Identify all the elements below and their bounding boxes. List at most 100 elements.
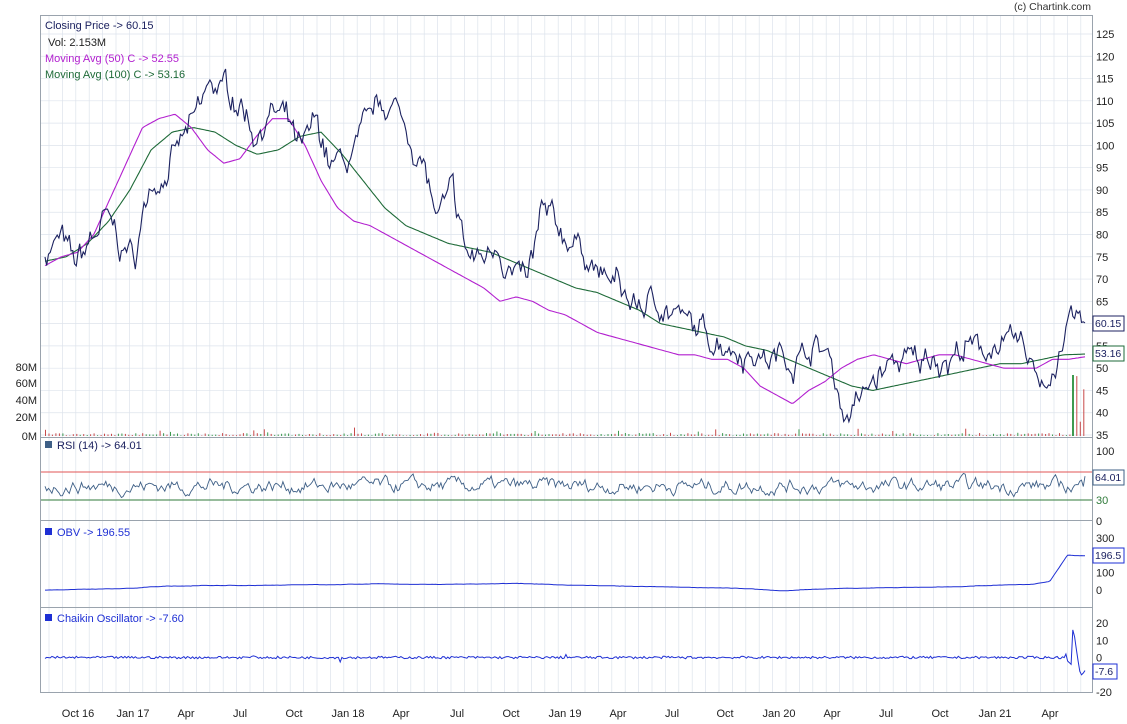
volume-bar [534, 431, 536, 436]
volume-bar [826, 434, 828, 436]
y-tick-label: 70 [1096, 274, 1108, 286]
x-tick-label: Jul [233, 708, 247, 720]
volume-bar [843, 434, 845, 436]
volume-bar [687, 433, 689, 436]
chaikin-line [44, 629, 1086, 676]
volume-bar [45, 429, 46, 436]
credit-text: (c) Chartink.com [1014, 1, 1091, 13]
volume-bar [72, 434, 74, 436]
volume-bar [211, 434, 213, 436]
volume-tick-label: 40M [16, 395, 37, 407]
volume-bar [340, 435, 342, 436]
volume-bar [722, 433, 724, 436]
volume-bar [128, 434, 130, 436]
volume-bar [562, 433, 564, 436]
volume-bar [524, 434, 526, 436]
volume-bar [242, 433, 244, 436]
volume-bar [492, 433, 494, 436]
volume-bar [736, 434, 737, 436]
volume-bar [1079, 421, 1081, 436]
volume-bar [940, 435, 942, 436]
volume-bar [329, 435, 331, 436]
chaikin-tick-label: -20 [1096, 687, 1112, 699]
rsi-panel [40, 437, 1093, 521]
volume-bar [749, 433, 751, 436]
volume-bar [708, 434, 710, 436]
volume-bar [1045, 434, 1047, 436]
volume-bar [406, 435, 408, 436]
volume-bar [558, 434, 560, 436]
y-tick-label: 95 [1096, 163, 1108, 175]
volume-bar [385, 434, 387, 436]
volume-bar [232, 434, 234, 436]
volume-bar [670, 432, 671, 436]
volume-bar [999, 434, 1001, 436]
volume-bar [427, 433, 428, 436]
volume-tick-label: 60M [16, 378, 37, 390]
y-tick-label: 65 [1096, 296, 1108, 308]
volume-bar [763, 434, 765, 436]
volume-bar [614, 433, 616, 436]
obv-panel [40, 520, 1093, 608]
x-tick-label: Apr [823, 708, 840, 720]
volume-bar [1038, 433, 1040, 436]
volume-bar [187, 433, 189, 436]
rsi-bands [41, 471, 1092, 501]
volume-bar [874, 435, 876, 436]
volume-bar [701, 433, 703, 436]
volume-bar [395, 434, 397, 436]
x-tick-label: Apr [609, 708, 626, 720]
volume-bar [968, 433, 970, 436]
volume-bar [683, 434, 685, 436]
rsi-legend-swatch [45, 441, 52, 448]
rsi-title: RSI (14) -> 64.01 [57, 440, 142, 452]
x-tick-label: Jan 19 [548, 708, 581, 720]
volume-bar [784, 433, 786, 436]
last-obv-box [1092, 547, 1125, 564]
volume-bar [319, 433, 321, 436]
rsi-line [44, 472, 1086, 499]
volume-bar [506, 434, 508, 436]
volume-bar [819, 435, 821, 436]
volume-bar [65, 435, 67, 436]
closing-price-label: Closing Price -> 60.15 [45, 20, 154, 32]
volume-bar [861, 433, 862, 436]
volume-bar [697, 431, 699, 436]
volume-bar [822, 433, 824, 436]
volume-bar [260, 434, 262, 436]
volume-bar [527, 435, 529, 436]
volume-bar [430, 433, 432, 436]
volume-bar [798, 429, 800, 436]
volume-bar [347, 435, 349, 436]
volume-bar [944, 434, 946, 436]
volume-bar [586, 434, 588, 436]
volume-bar [163, 433, 165, 436]
volume-bar [76, 433, 78, 436]
obv-title: OBV -> 196.55 [57, 527, 130, 539]
x-tick-label: Oct [931, 708, 948, 720]
volume-bar [58, 433, 60, 436]
y-tick-label: 50 [1096, 363, 1108, 375]
volume-bar [156, 434, 158, 436]
volume-bar [190, 433, 192, 436]
volume-bar [51, 434, 53, 436]
volume-bar [1069, 434, 1071, 436]
volume-bar [892, 431, 894, 436]
volume-bar [121, 433, 123, 436]
volume-bar [1027, 433, 1029, 436]
volume-bar [1013, 435, 1015, 436]
volume-bar [465, 434, 467, 436]
volume-bar [864, 434, 866, 436]
volume-bar [333, 434, 335, 436]
ma50-line [44, 113, 1086, 404]
volume-bar [336, 434, 338, 436]
volume-bar [808, 433, 810, 436]
volume-bar [583, 434, 585, 436]
volume-bar [437, 433, 439, 436]
volume-bar [302, 434, 303, 436]
x-tick-label: Jan 18 [331, 708, 364, 720]
volume-bar [718, 435, 720, 436]
volume-bar [138, 435, 140, 436]
volume-bar [947, 434, 949, 436]
